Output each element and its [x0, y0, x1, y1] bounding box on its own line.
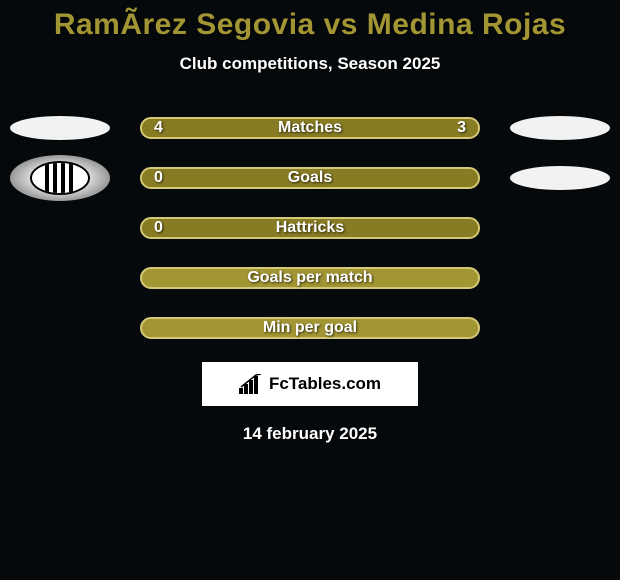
stat-row: Matches 4 3: [0, 116, 620, 140]
stat-label: Goals: [288, 169, 332, 187]
brand-badge: FcTables.com: [202, 362, 418, 406]
stat-value-left: 0: [154, 219, 163, 237]
ellipse-icon: [510, 166, 610, 190]
stat-label: Matches: [278, 119, 342, 137]
brand-label: FcTables.com: [269, 374, 381, 394]
ellipse-icon: [10, 116, 110, 140]
stat-label: Min per goal: [263, 319, 357, 337]
team-logo-left: [10, 116, 110, 140]
bar-chart-icon: [239, 374, 263, 394]
stat-bar: Goals per match: [140, 267, 480, 289]
stat-label: Goals per match: [247, 269, 372, 287]
team-logo-right: [510, 166, 610, 190]
stat-label: Hattricks: [276, 219, 344, 237]
page-title: RamÃ­rez Segovia vs Medina Rojas: [0, 0, 620, 42]
stat-row: Goals 0: [0, 166, 620, 190]
team-logo-right: [510, 116, 610, 140]
stat-bar: Hattricks 0: [140, 217, 480, 239]
stat-bar: Goals 0: [140, 167, 480, 189]
stat-value-right: 3: [457, 119, 466, 137]
stat-row: Goals per match: [0, 266, 620, 290]
stat-bar: Min per goal: [140, 317, 480, 339]
stat-value-left: 0: [154, 169, 163, 187]
date-text: 14 february 2025: [0, 424, 620, 444]
ellipse-icon: [510, 116, 610, 140]
stat-row: Min per goal: [0, 316, 620, 340]
subtitle: Club competitions, Season 2025: [0, 54, 620, 74]
stat-row: Hattricks 0: [0, 216, 620, 240]
team-logo-left: [10, 155, 110, 201]
club-badge-icon: [10, 155, 110, 201]
stat-bar: Matches 4 3: [140, 117, 480, 139]
stat-value-left: 4: [154, 119, 163, 137]
stats-rows: Matches 4 3 Goals 0 Hattricks 0 Goals per match…: [0, 116, 620, 340]
